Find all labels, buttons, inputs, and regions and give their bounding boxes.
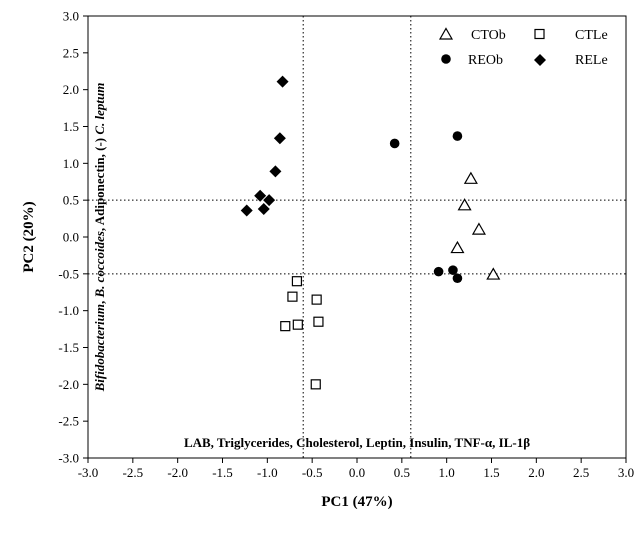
point-rele: [276, 75, 289, 88]
point-ctob: [463, 171, 478, 184]
point-rele: [240, 204, 253, 217]
x-tick-label: 1.0: [439, 465, 455, 480]
left-annotation-segment: ,: [92, 297, 107, 304]
plot-area-frame: [87, 15, 627, 459]
data-points: [240, 75, 501, 390]
y-tick-label: 3.0: [63, 9, 79, 24]
left-annotation-segment: C. leptum: [92, 83, 107, 135]
point-rele: [263, 194, 276, 207]
y-tick-label: 1.0: [63, 156, 79, 171]
y-tick-label: -2.0: [58, 377, 79, 392]
legend-item-reob: REOb: [441, 53, 503, 68]
point-ctob: [450, 240, 465, 254]
y-tick-label: 0.0: [63, 230, 79, 245]
y-tick-label: -2.5: [58, 414, 79, 429]
x-tick-label: 2.5: [573, 465, 589, 480]
x-tick-label: -1.0: [257, 465, 278, 480]
left-loading-annotation: Bifidobacterium, B. coccoides, Adiponect…: [92, 83, 107, 393]
legend-label-ctle: CTLe: [575, 28, 608, 43]
x-tick-label: -2.0: [167, 465, 188, 480]
point-reob: [389, 138, 400, 149]
point-reob: [452, 273, 463, 284]
x-tick-label: 0.5: [394, 465, 410, 480]
reference-lines: [88, 16, 626, 458]
y-tick-labels: 3.0 2.5 2.0 1.5 1.0 0.5 0.0 -0.5 -1.0 -1.5 -2.0 -2.…: [58, 9, 79, 466]
y-tick-label: 1.5: [63, 119, 79, 134]
x-tick-label: -1.5: [212, 465, 233, 480]
point-ctob: [486, 267, 501, 280]
point-ctle: [287, 291, 298, 302]
y-tick-label: -1.0: [58, 303, 79, 318]
bottom-loading-annotation: LAB, Triglycerides, Cholesterol, Leptin,…: [184, 435, 530, 450]
x-tick-label: -2.5: [123, 465, 144, 480]
point-ctle: [280, 321, 291, 332]
x-tick-label: 3.0: [618, 465, 634, 480]
point-rele: [269, 165, 282, 178]
point-ctob: [471, 222, 486, 235]
point-ctle: [292, 319, 303, 330]
y-axis-title: PC2 (20%): [21, 201, 37, 272]
y-tick-label: 2.0: [63, 82, 79, 97]
legend-item-ctob: CTOb: [438, 27, 506, 43]
y-tick-label: -1.5: [58, 340, 79, 355]
point-ctle: [291, 276, 303, 287]
x-tick-label: 1.5: [483, 465, 499, 480]
x-tick-label: -3.0: [78, 465, 99, 480]
point-ctle: [313, 316, 324, 327]
legend-marker-ctob: [438, 27, 454, 40]
x-tick-labels: -3.0 -2.5 -2.0 -1.5 -1.0 -0.5 0.0 0.5 1.0 1.5 2.0 2…: [78, 465, 634, 480]
left-annotation-segment: B. coccoides: [92, 231, 107, 298]
point-reob: [452, 131, 463, 141]
legend-label-ctob: CTOb: [471, 28, 506, 43]
point-ctob: [457, 198, 472, 211]
point-ctle: [311, 294, 322, 305]
x-tick-label: -0.5: [302, 465, 323, 480]
legend-label-reob: REOb: [468, 53, 503, 68]
legend: CTOb CTLe REOb RELe: [438, 27, 608, 68]
y-tick-label: 2.5: [63, 45, 79, 60]
left-annotation-segment: , Adiponectin, (-): [92, 135, 107, 231]
x-tick-label: 0.0: [349, 465, 365, 480]
x-tick-label: 2.0: [528, 465, 544, 480]
left-annotation-segment: Bifidobacterium: [92, 304, 107, 392]
point-rele: [254, 189, 267, 202]
legend-marker-rele: [534, 54, 546, 66]
legend-label-rele: RELe: [575, 53, 608, 68]
point-reob: [433, 266, 444, 277]
point-rele: [257, 203, 270, 216]
legend-item-ctle: CTLe: [534, 28, 608, 43]
y-tick-label: 0.5: [63, 193, 79, 208]
point-reob: [448, 265, 458, 275]
y-tick-label: -3.0: [58, 451, 79, 466]
point-rele: [273, 132, 286, 145]
x-axis-title: PC1 (47%): [321, 494, 392, 510]
legend-item-rele: RELe: [534, 53, 608, 68]
legend-marker-reob: [441, 54, 451, 64]
legend-marker-ctle: [534, 28, 545, 40]
point-ctle: [310, 379, 321, 390]
axis-ticks: [83, 15, 627, 463]
y-tick-label: -0.5: [58, 266, 79, 281]
